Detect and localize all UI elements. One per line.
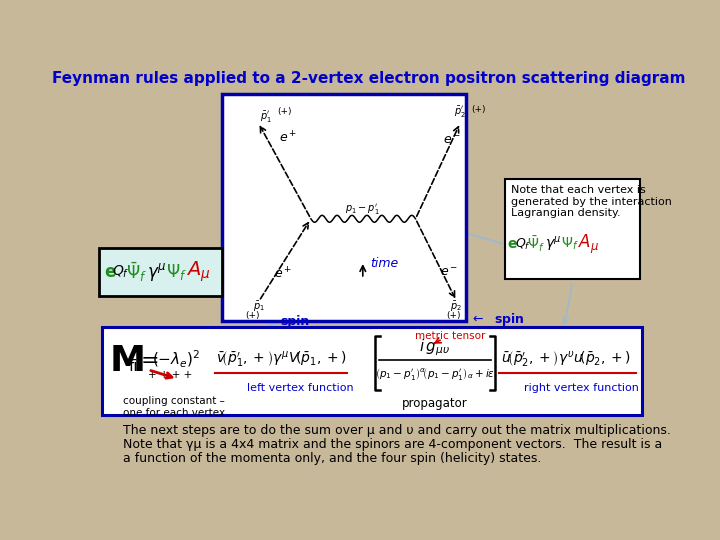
Text: $\bar{u}\!\left(\bar{p}_2',+\right)\gamma^{\upsilon} u\!\left(\bar{p}_2,+\right): $\bar{u}\!\left(\bar{p}_2',+\right)\gamm… bbox=[500, 350, 631, 370]
Text: Feynman rules applied to a 2-vertex electron positron scattering diagram: Feynman rules applied to a 2-vertex elec… bbox=[53, 71, 685, 86]
Text: metric tensor: metric tensor bbox=[415, 331, 485, 341]
Text: Note that γμ is a 4x4 matrix and the spinors are 4-component vectors.  The resul: Note that γμ is a 4x4 matrix and the spi… bbox=[122, 438, 662, 451]
Text: =: = bbox=[140, 351, 159, 372]
Text: Note that each vertex is
generated by the interaction
Lagrangian density.: Note that each vertex is generated by th… bbox=[510, 185, 672, 218]
Text: $i\,g_{\mu\upsilon}$: $i\,g_{\mu\upsilon}$ bbox=[419, 338, 450, 359]
Text: fi: fi bbox=[129, 359, 138, 374]
Text: $\bar{\Psi}_f$: $\bar{\Psi}_f$ bbox=[126, 260, 146, 284]
Text: spin: spin bbox=[281, 315, 310, 328]
Text: $\left(-\lambda_e\right)^2$: $\left(-\lambda_e\right)^2$ bbox=[152, 349, 201, 370]
Text: $e^-$: $e^-$ bbox=[439, 266, 458, 279]
FancyBboxPatch shape bbox=[102, 327, 642, 415]
Text: $e^-$: $e^-$ bbox=[443, 134, 461, 147]
Text: $\bar{p}_1'$: $\bar{p}_1'$ bbox=[261, 110, 272, 125]
Text: + + + +: + + + + bbox=[148, 370, 192, 380]
Text: e: e bbox=[104, 263, 115, 281]
Text: $A_\mu$: $A_\mu$ bbox=[186, 260, 210, 284]
Text: $A_\mu$: $A_\mu$ bbox=[578, 233, 599, 256]
Text: coupling constant –
one for each vertex: coupling constant – one for each vertex bbox=[123, 396, 225, 417]
Text: $Q_f$: $Q_f$ bbox=[112, 264, 130, 280]
Text: $e^+$: $e^+$ bbox=[274, 267, 293, 282]
Text: a function of the momenta only, and the four spin (helicity) states.: a function of the momenta only, and the … bbox=[122, 452, 541, 465]
Text: (+): (+) bbox=[276, 107, 292, 116]
Text: $\left(p_1-p_1'\right)^\alpha\!\left(p_1-p_1'\right)_\alpha + i\epsilon$: $\left(p_1-p_1'\right)^\alpha\!\left(p_1… bbox=[375, 366, 495, 382]
Text: $\Psi_f$: $\Psi_f$ bbox=[166, 262, 186, 282]
Text: right vertex function: right vertex function bbox=[524, 383, 639, 393]
Text: $\bar{p}_2$: $\bar{p}_2$ bbox=[451, 300, 462, 314]
Text: $\Psi_f$: $\Psi_f$ bbox=[561, 236, 579, 252]
Text: $Q_f$: $Q_f$ bbox=[516, 237, 531, 252]
Text: $e^+$: $e^+$ bbox=[279, 130, 297, 146]
FancyBboxPatch shape bbox=[222, 94, 466, 321]
Text: (+): (+) bbox=[245, 310, 259, 320]
Text: (+): (+) bbox=[446, 310, 461, 320]
Text: $\gamma^\mu$: $\gamma^\mu$ bbox=[147, 261, 166, 283]
FancyBboxPatch shape bbox=[505, 179, 640, 279]
Text: $p_1 - p_1'$: $p_1 - p_1'$ bbox=[346, 202, 380, 217]
Text: $\gamma^\mu$: $\gamma^\mu$ bbox=[545, 235, 562, 254]
Text: $\bar{v}\!\left(\bar{p}_1',+\right)\gamma^\mu V\!\left(\bar{p}_1,+\right)$: $\bar{v}\!\left(\bar{p}_1',+\right)\gamm… bbox=[216, 350, 347, 370]
Text: $\leftarrow$  spin: $\leftarrow$ spin bbox=[469, 310, 524, 328]
Text: (+): (+) bbox=[472, 105, 486, 114]
Text: $\bar{p}_1$: $\bar{p}_1$ bbox=[253, 300, 265, 314]
Text: propagator: propagator bbox=[402, 397, 468, 410]
Text: left vertex function: left vertex function bbox=[248, 383, 354, 393]
Text: $\bar{\Psi}_f$: $\bar{\Psi}_f$ bbox=[527, 234, 545, 254]
Text: e: e bbox=[508, 237, 517, 251]
Text: $\bar{p}_2'$: $\bar{p}_2'$ bbox=[454, 105, 466, 120]
Text: $\mathbf{M}$: $\mathbf{M}$ bbox=[109, 345, 144, 378]
Text: The next steps are to do the sum over μ and υ and carry out the matrix multiplic: The next steps are to do the sum over μ … bbox=[122, 424, 670, 437]
Text: time: time bbox=[371, 257, 399, 270]
FancyBboxPatch shape bbox=[99, 248, 222, 296]
